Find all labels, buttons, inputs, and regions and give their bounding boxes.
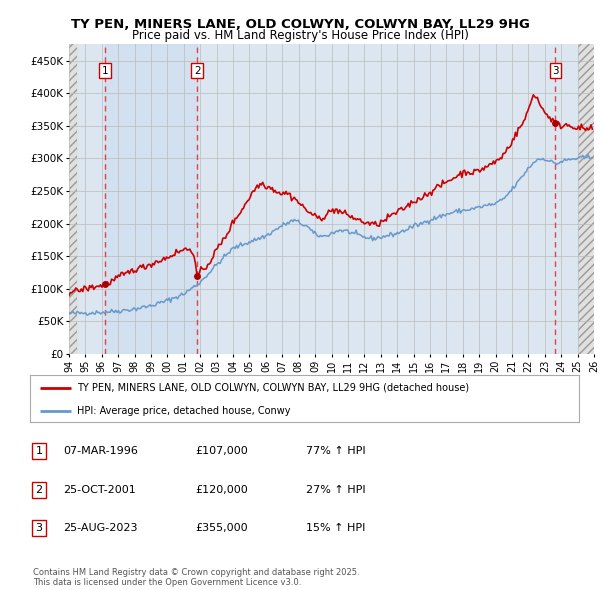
Text: HPI: Average price, detached house, Conwy: HPI: Average price, detached house, Conw… bbox=[77, 407, 290, 417]
Text: 1: 1 bbox=[101, 65, 108, 76]
Text: 1: 1 bbox=[35, 447, 43, 456]
Text: 07-MAR-1996: 07-MAR-1996 bbox=[63, 447, 138, 456]
Text: TY PEN, MINERS LANE, OLD COLWYN, COLWYN BAY, LL29 9HG: TY PEN, MINERS LANE, OLD COLWYN, COLWYN … bbox=[71, 18, 529, 31]
Bar bbox=[69, 44, 77, 354]
Text: £120,000: £120,000 bbox=[195, 485, 248, 494]
Text: 15% ↑ HPI: 15% ↑ HPI bbox=[306, 523, 365, 533]
Bar bbox=[578, 44, 594, 354]
Text: 2: 2 bbox=[194, 65, 200, 76]
Text: 27% ↑ HPI: 27% ↑ HPI bbox=[306, 485, 365, 494]
Text: £107,000: £107,000 bbox=[195, 447, 248, 456]
Bar bbox=[578, 44, 594, 354]
Text: 2: 2 bbox=[35, 485, 43, 494]
Text: Price paid vs. HM Land Registry's House Price Index (HPI): Price paid vs. HM Land Registry's House … bbox=[131, 30, 469, 42]
Text: TY PEN, MINERS LANE, OLD COLWYN, COLWYN BAY, LL29 9HG (detached house): TY PEN, MINERS LANE, OLD COLWYN, COLWYN … bbox=[77, 383, 469, 393]
Text: 3: 3 bbox=[552, 65, 559, 76]
Text: 25-AUG-2023: 25-AUG-2023 bbox=[63, 523, 137, 533]
Text: 3: 3 bbox=[35, 523, 43, 533]
Text: 25-OCT-2001: 25-OCT-2001 bbox=[63, 485, 136, 494]
Bar bbox=[105, 44, 197, 354]
Bar bbox=[69, 44, 77, 354]
Text: Contains HM Land Registry data © Crown copyright and database right 2025.
This d: Contains HM Land Registry data © Crown c… bbox=[33, 568, 359, 587]
Text: £355,000: £355,000 bbox=[195, 523, 248, 533]
Text: 77% ↑ HPI: 77% ↑ HPI bbox=[306, 447, 365, 456]
